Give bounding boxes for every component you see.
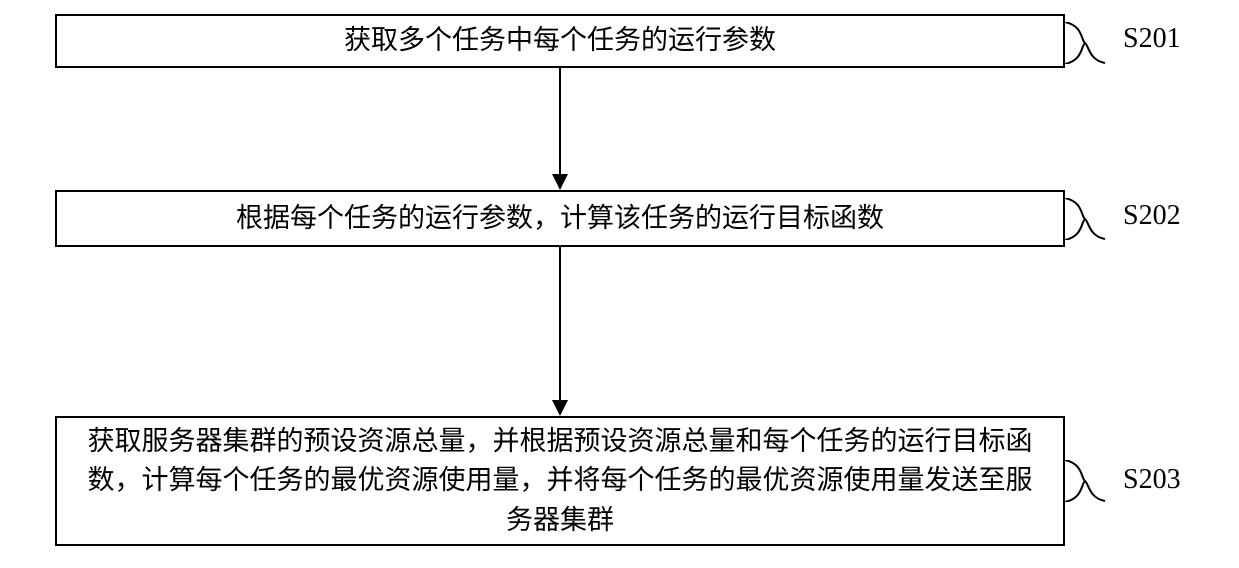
step-label-s203: S203 <box>1123 464 1181 496</box>
flow-node-text: 获取多个任务中每个任务的运行参数 <box>77 21 1043 60</box>
arrow-head-icon <box>552 174 568 190</box>
step-label-s201: S201 <box>1123 23 1181 55</box>
flow-node-s201: 获取多个任务中每个任务的运行参数 <box>55 14 1065 68</box>
flow-node-text: 获取服务器集群的预设资源总量，并根据预设资源总量和每个任务的运行目标函数，计算每… <box>77 422 1043 539</box>
flow-node-s203: 获取服务器集群的预设资源总量，并根据预设资源总量和每个任务的运行目标函数，计算每… <box>55 416 1065 546</box>
arrow-head-icon <box>552 400 568 416</box>
flowchart-canvas: 获取多个任务中每个任务的运行参数 S201 根据每个任务的运行参数，计算该任务的… <box>0 0 1239 568</box>
flow-node-text: 根据每个任务的运行参数，计算该任务的运行目标函数 <box>77 199 1043 238</box>
step-label-s202: S202 <box>1123 200 1181 232</box>
flow-node-s202: 根据每个任务的运行参数，计算该任务的运行目标函数 <box>55 190 1065 247</box>
connector-curve-s203 <box>1065 460 1125 502</box>
connector-curve-s202 <box>1065 198 1125 240</box>
flow-edge <box>559 247 561 400</box>
flow-edge <box>559 68 561 174</box>
connector-curve-s201 <box>1065 22 1125 64</box>
